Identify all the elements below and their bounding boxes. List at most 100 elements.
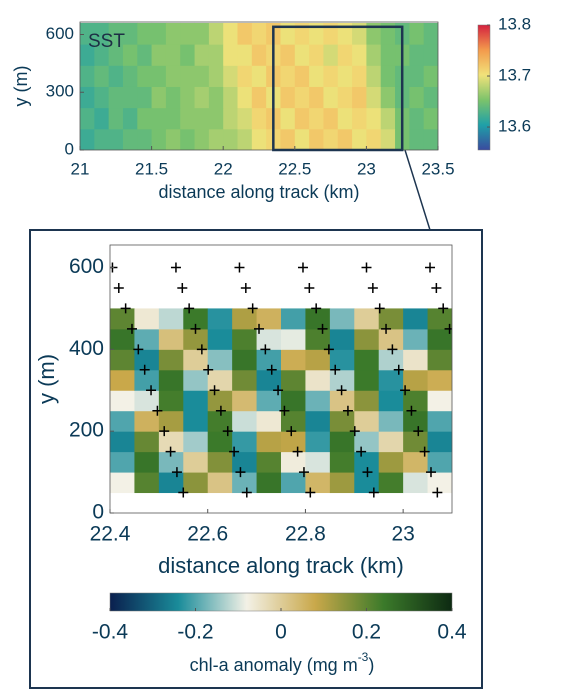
heatmap-cell <box>94 65 110 87</box>
heatmap-cell <box>165 22 181 45</box>
heatmap-cell <box>223 107 239 130</box>
cross-marker <box>126 323 137 334</box>
heatmap-cell <box>281 472 306 494</box>
heatmap-cell <box>337 128 353 150</box>
heatmap-cell <box>232 451 258 473</box>
heatmap-cell <box>110 369 135 391</box>
zoom-box <box>272 25 404 152</box>
heatmap-cell <box>180 128 196 150</box>
cross-marker <box>400 385 411 396</box>
heatmap-cell <box>305 472 331 494</box>
heatmap-cell <box>337 22 353 45</box>
heatmap-cell <box>94 107 110 130</box>
heatmap-cell <box>305 308 331 330</box>
heatmap-cell <box>329 451 355 473</box>
heatmap-cell <box>305 369 331 391</box>
heatmap-cell <box>294 128 310 150</box>
cross-marker <box>215 405 226 416</box>
cross-marker <box>336 385 347 396</box>
heatmap-cell <box>207 451 233 473</box>
heatmap-cell <box>165 65 181 87</box>
heatmap-cell <box>354 328 380 350</box>
heatmap-cell <box>151 22 167 45</box>
cross-marker <box>374 303 385 314</box>
heatmap-cell <box>207 410 233 432</box>
heatmap-cell <box>251 128 267 150</box>
heatmap-cell <box>366 44 382 66</box>
cross-marker <box>361 262 372 273</box>
heatmap-cell <box>281 390 306 412</box>
y-axis-label: y (m) <box>11 66 31 107</box>
cross-marker <box>229 446 240 457</box>
heatmap-cell <box>208 44 224 66</box>
cross-marker <box>393 364 404 375</box>
heatmap-cell <box>158 472 184 494</box>
heatmap-cell <box>329 349 355 371</box>
heatmap-cell <box>403 308 429 330</box>
heatmap-cell <box>366 22 382 45</box>
heatmap-cell <box>194 86 210 109</box>
heatmap-cell <box>309 86 324 109</box>
heatmap-cell <box>110 328 135 350</box>
heatmap-cell <box>232 410 258 432</box>
heatmap-cell <box>208 128 224 150</box>
cross-marker <box>419 446 430 457</box>
heatmap-cell <box>423 22 438 45</box>
heatmap-cell <box>134 308 160 330</box>
heatmap-cell <box>165 44 181 66</box>
heatmap-cell <box>94 44 110 66</box>
cross-marker <box>356 446 367 457</box>
x-tick-label: 22.6 <box>187 523 228 546</box>
cross-marker <box>330 364 341 375</box>
heatmap-cell <box>281 369 306 391</box>
colorbar-tick-label: 0.2 <box>352 621 381 644</box>
cross-marker <box>304 282 315 293</box>
cross-marker <box>368 487 379 498</box>
heatmap-cell <box>122 65 138 87</box>
heatmap-cell <box>94 22 110 45</box>
heatmap-cell <box>305 451 331 473</box>
heatmap-cell <box>380 44 396 66</box>
colorbar-label: chl-a anomaly (mg m-3) <box>190 650 375 675</box>
bottom-chart: 22.4 22.6 22.8 23 0 200 400 600 distance along t… <box>34 244 467 644</box>
cross-marker <box>273 385 284 396</box>
cross-marker <box>152 405 163 416</box>
heatmap-cell <box>280 65 296 87</box>
cross-marker <box>387 344 398 355</box>
heatmap-cell <box>354 472 380 494</box>
cross-marker <box>292 446 303 457</box>
y-tick-label: 600 <box>46 24 74 43</box>
heatmap-cell <box>80 128 95 150</box>
cross-marker <box>196 344 207 355</box>
heatmap-cell <box>207 472 233 494</box>
heatmap-cell <box>352 128 367 150</box>
heatmap-cells <box>110 262 452 498</box>
cross-marker <box>305 487 316 498</box>
cross-marker <box>260 344 271 355</box>
heatmap-cell <box>309 44 324 66</box>
heatmap-cell <box>256 349 282 371</box>
colorbar-tick-label: 13.6 <box>498 117 531 136</box>
cross-marker <box>178 487 189 498</box>
heatmap-cell <box>337 107 353 130</box>
heatmap-cell <box>305 410 331 432</box>
x-tick-label: 22.5 <box>278 159 311 178</box>
colorbar-tick-label: 13.8 <box>498 14 531 33</box>
heatmap-cell <box>256 328 282 350</box>
heatmap-cell <box>207 431 233 453</box>
heatmap-cell <box>256 308 282 330</box>
heatmap-cell <box>158 308 184 330</box>
heatmap-cell <box>223 44 239 66</box>
heatmap-cell <box>251 86 267 109</box>
cross-marker <box>113 282 124 293</box>
cross-marker <box>235 467 246 478</box>
heatmap-cell <box>403 431 429 453</box>
heatmap-cell <box>378 390 404 412</box>
heatmap-cell <box>183 308 209 330</box>
heatmap-cell <box>151 44 167 66</box>
heatmap-cell <box>80 65 95 87</box>
heatmap-cell <box>352 107 367 130</box>
heatmap-cell <box>158 369 184 391</box>
colorbar-label-text: chl-a anomaly (mg m <box>190 655 358 675</box>
